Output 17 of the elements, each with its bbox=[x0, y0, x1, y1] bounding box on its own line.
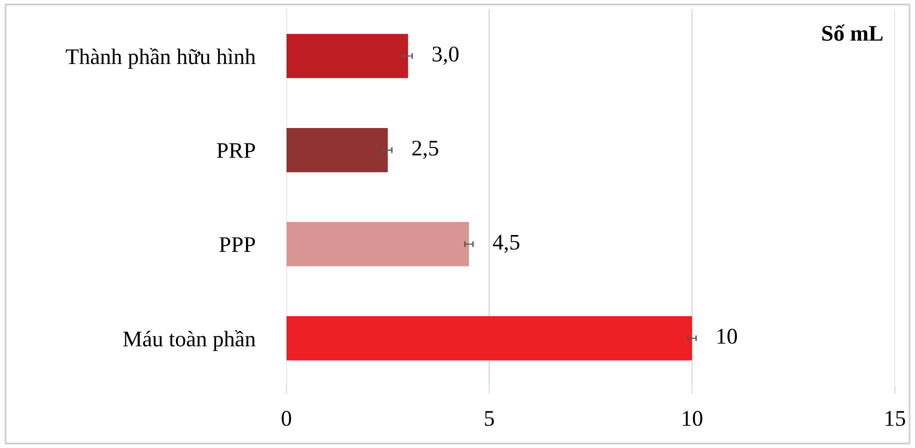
y-tick-label: Thành phần hữu hình bbox=[66, 48, 256, 69]
data-label: 10 bbox=[718, 328, 737, 344]
x-tick-label: 5 bbox=[484, 411, 494, 426]
data-label: 4,5 bbox=[492, 234, 520, 253]
bar bbox=[286, 222, 469, 266]
data-label: 2,5 bbox=[412, 140, 438, 159]
x-tick-label: 10 bbox=[682, 410, 702, 426]
bar bbox=[286, 34, 408, 78]
bar bbox=[286, 128, 388, 172]
y-tick-label: PRP bbox=[216, 143, 255, 158]
y-tick-label: Máu toàn phần bbox=[123, 330, 256, 352]
x-tick-label: 0 bbox=[282, 410, 292, 426]
annotation: Số mL bbox=[822, 24, 883, 41]
bar bbox=[286, 316, 692, 360]
y-tick-label: PPP bbox=[219, 237, 255, 252]
x-tick-label: 15 bbox=[886, 411, 906, 426]
data-label: 3,0 bbox=[432, 46, 459, 65]
